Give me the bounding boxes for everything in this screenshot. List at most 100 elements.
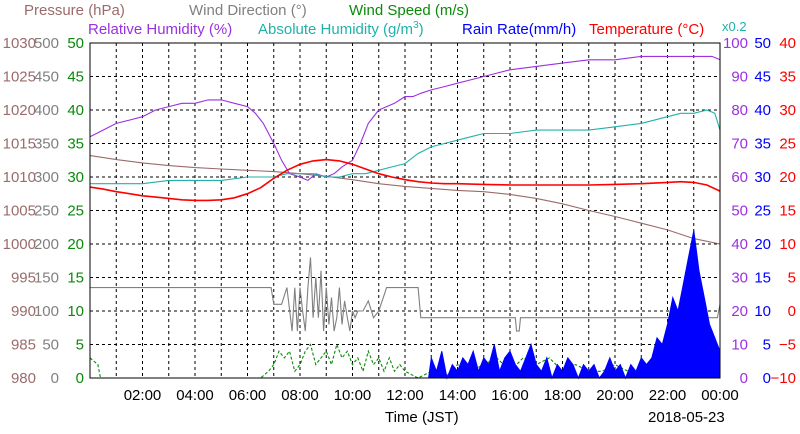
legend-temperature: Temperature (°C) xyxy=(589,21,704,38)
series-pressure xyxy=(89,155,721,245)
right-axes: 0102030405060708090100051015202530354045… xyxy=(723,35,796,387)
tick-relative-humidity: 70 xyxy=(731,136,748,153)
tick-temperature: 30 xyxy=(779,102,796,119)
tick-x: 18:00 xyxy=(544,387,582,404)
tick-wind-direction: 400 xyxy=(34,102,59,119)
tick-pressure: 1010 xyxy=(3,169,36,186)
legend-rain-rate: Rain Rate(mm/h) xyxy=(462,21,576,38)
tick-temperature: 35 xyxy=(779,69,796,86)
legend-relative-humidity: Relative Humidity (%) xyxy=(88,21,232,38)
tick-rain-rate: 50 xyxy=(754,35,771,52)
tick-relative-humidity: 90 xyxy=(731,69,748,86)
tick-temperature: 20 xyxy=(779,169,796,186)
tick-temperature: 25 xyxy=(779,136,796,153)
tick-rain-rate: 0 xyxy=(763,370,771,387)
tick-temperature: 5 xyxy=(788,270,796,287)
tick-wind-speed: 50 xyxy=(67,35,84,52)
tick-wind-speed: 10 xyxy=(67,303,84,320)
tick-pressure: 995 xyxy=(11,270,36,287)
tick-relative-humidity: 10 xyxy=(731,337,748,354)
legend-absolute-humidity: Absolute Humidity (g/m3) xyxy=(258,20,424,38)
series-relative-humidity xyxy=(89,55,721,182)
legend-pressure: Pressure (hPa) xyxy=(24,2,125,19)
tick-wind-speed: 25 xyxy=(67,203,84,220)
tick-x: 22:00 xyxy=(649,387,687,404)
tick-temperature: 0 xyxy=(788,303,796,320)
series-rain-rate xyxy=(90,230,721,380)
tick-temperature: 15 xyxy=(779,203,796,220)
tick-rain-rate: 40 xyxy=(754,102,771,119)
plot-frame xyxy=(89,42,721,379)
tick-relative-humidity: 30 xyxy=(731,270,748,287)
tick-pressure: 980 xyxy=(11,370,36,387)
tick-relative-humidity: 20 xyxy=(731,303,748,320)
legend-wind-speed: Wind Speed (m/s) xyxy=(349,2,469,19)
tick-wind-direction: 50 xyxy=(42,337,59,354)
legend-absolute-humidity-sup: 3 xyxy=(413,20,419,31)
x-axis: 02:00 04:00 06:00 08:00 10:00 12:00 14:00 16:00… xyxy=(124,387,739,404)
tick-relative-humidity: 100 xyxy=(723,35,748,52)
tick-pressure: 1025 xyxy=(3,69,36,86)
tick-temperature: 10 xyxy=(779,236,796,253)
tick-wind-speed: 30 xyxy=(67,169,84,186)
left-axes: 9809859909951000100510101015102010251030… xyxy=(3,35,84,387)
tick-x: 04:00 xyxy=(176,387,214,404)
tick-x: 06:00 xyxy=(229,387,267,404)
tick-temperature: −5 xyxy=(779,337,796,354)
tick-relative-humidity: 0 xyxy=(740,370,748,387)
tick-wind-speed: 5 xyxy=(76,337,84,354)
tick-wind-speed: 45 xyxy=(67,69,84,86)
plot-series xyxy=(89,55,721,380)
tick-wind-direction: 500 xyxy=(34,35,59,52)
tick-wind-direction: 350 xyxy=(34,136,59,153)
tick-rain-rate: 20 xyxy=(754,236,771,253)
series-wind-direction xyxy=(90,257,721,332)
tick-relative-humidity: 60 xyxy=(731,169,748,186)
tick-wind-speed: 0 xyxy=(76,370,84,387)
tick-x: 00:00 xyxy=(701,387,739,404)
tick-rain-rate: 35 xyxy=(754,136,771,153)
x-axis-label: Time (JST) xyxy=(385,409,459,426)
tick-pressure: 985 xyxy=(11,337,36,354)
tick-relative-humidity: 40 xyxy=(731,236,748,253)
tick-pressure: 1000 xyxy=(3,236,36,253)
tick-wind-direction: 200 xyxy=(34,236,59,253)
tick-pressure: 1020 xyxy=(3,102,36,119)
tick-wind-direction: 450 xyxy=(34,69,59,86)
tick-temperature: 40 xyxy=(779,35,796,52)
tick-x: 10:00 xyxy=(334,387,372,404)
tick-wind-speed: 15 xyxy=(67,270,84,287)
tick-x: 02:00 xyxy=(124,387,162,404)
tick-rain-rate: 30 xyxy=(754,169,771,186)
tick-wind-direction: 300 xyxy=(34,169,59,186)
tick-wind-direction: 250 xyxy=(34,203,59,220)
legend-absolute-humidity-close: ) xyxy=(419,21,424,38)
tick-pressure: 1030 xyxy=(3,35,36,52)
tick-wind-speed: 20 xyxy=(67,236,84,253)
tick-wind-direction: 0 xyxy=(51,370,59,387)
tick-x: 16:00 xyxy=(491,387,529,404)
tick-relative-humidity: 80 xyxy=(731,102,748,119)
tick-wind-speed: 40 xyxy=(67,102,84,119)
tick-pressure: 1015 xyxy=(3,136,36,153)
legend-scale-note: x0.2 xyxy=(722,19,747,34)
tick-temperature: −10 xyxy=(771,370,796,387)
tick-x: 20:00 xyxy=(596,387,634,404)
tick-rain-rate: 5 xyxy=(763,337,771,354)
legend-wind-direction: Wind Direction (°) xyxy=(189,2,307,19)
series-temperature xyxy=(89,158,721,202)
date-label: 2018-05-23 xyxy=(648,409,725,426)
tick-pressure: 1005 xyxy=(3,203,36,220)
tick-relative-humidity: 50 xyxy=(731,203,748,220)
legend-absolute-humidity-main: Absolute Humidity (g/m xyxy=(258,21,413,38)
tick-wind-direction: 100 xyxy=(34,303,59,320)
tick-pressure: 990 xyxy=(11,303,36,320)
tick-x: 12:00 xyxy=(386,387,424,404)
series-wind-speed xyxy=(89,342,720,379)
tick-rain-rate: 10 xyxy=(754,303,771,320)
tick-wind-speed: 35 xyxy=(67,136,84,153)
grid xyxy=(90,43,720,378)
tick-wind-direction: 150 xyxy=(34,270,59,287)
tick-x: 08:00 xyxy=(281,387,319,404)
